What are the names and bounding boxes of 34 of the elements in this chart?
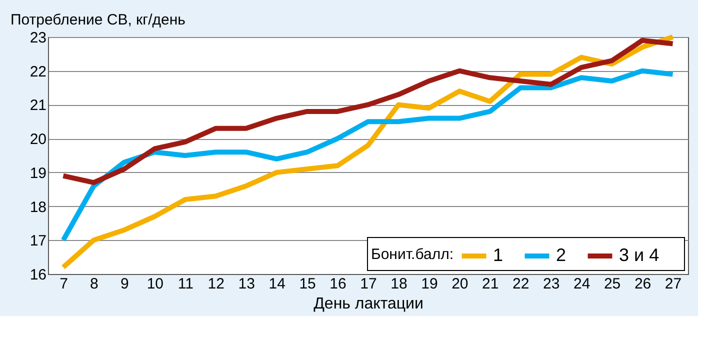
x-tick-label: 7 [60, 276, 68, 292]
x-tick-label: 24 [573, 276, 590, 292]
x-tick-label: 19 [421, 276, 438, 292]
x-tick-label: 22 [512, 276, 530, 292]
legend-title: Бонит.балл: [371, 246, 454, 263]
legend-label: 3 и 4 [619, 245, 660, 265]
x-tick-label: 17 [360, 276, 377, 292]
x-tick-label: 13 [238, 276, 255, 292]
y-axis-title: Потребление СВ, кг/день [10, 12, 186, 28]
y-tick-label: 21 [30, 97, 46, 114]
y-tick-label: 19 [30, 164, 46, 182]
x-tick-label: 23 [543, 276, 560, 292]
x-tick-label: 15 [299, 276, 316, 292]
y-tick-label: 23 [30, 30, 46, 46]
x-tick-label: 16 [330, 276, 346, 292]
x-tick-label: 12 [208, 276, 224, 292]
x-tick-label: 27 [664, 276, 682, 292]
x-tick-label: 8 [90, 276, 98, 292]
x-tick-label: 11 [178, 276, 194, 292]
x-tick-label: 18 [390, 276, 408, 292]
legend-label: 2 [556, 245, 566, 265]
y-tick-label: 18 [30, 198, 46, 216]
x-axis-title: День лактации [314, 296, 424, 312]
x-tick-label: 21 [482, 276, 499, 292]
y-tick-label: 22 [30, 63, 46, 80]
legend-label: 1 [493, 245, 504, 265]
x-tick-label: 14 [268, 276, 286, 292]
x-tick-label: 10 [146, 276, 164, 292]
x-tick-label: 26 [634, 276, 652, 292]
y-tick-label: 17 [30, 232, 46, 250]
y-tick-label: 20 [30, 131, 46, 148]
x-tick-label: 20 [452, 276, 468, 292]
x-tick-label: 9 [120, 276, 129, 292]
x-tick-label: 25 [604, 276, 621, 292]
